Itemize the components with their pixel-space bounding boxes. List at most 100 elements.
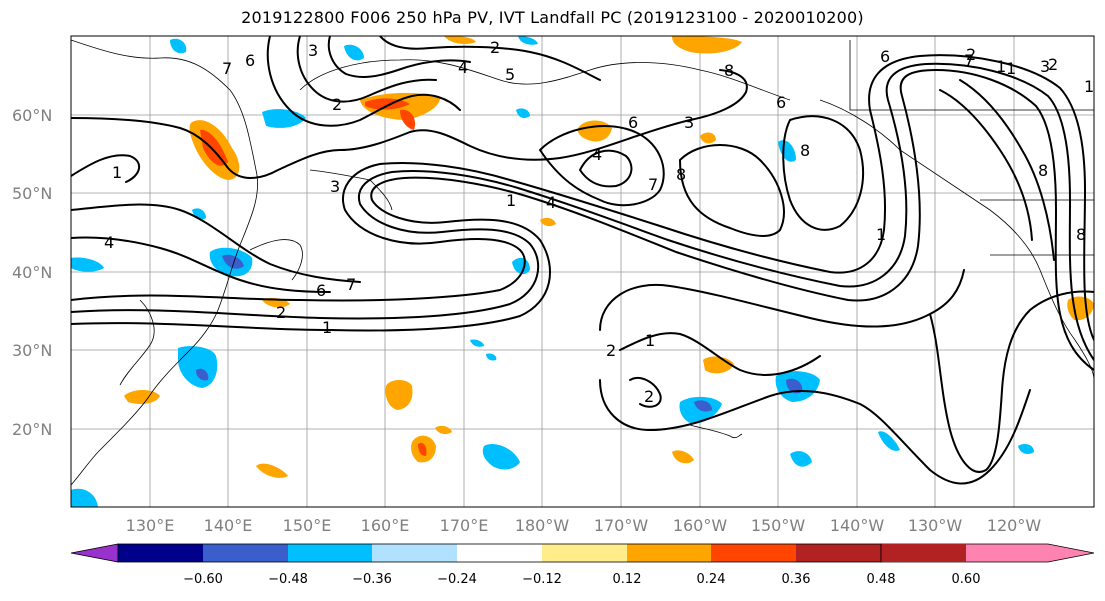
lon-label: 160°W xyxy=(673,516,728,535)
pv-contours xyxy=(71,36,1094,485)
contour-label: 4 xyxy=(592,145,602,164)
contour-label: 7 xyxy=(222,59,232,78)
anomaly-blob xyxy=(71,257,104,272)
anomaly-blob xyxy=(878,431,900,451)
contour-label: 7 xyxy=(648,175,658,194)
anomaly-blob xyxy=(200,129,228,166)
colorbar-segment xyxy=(372,544,457,562)
contour-label: 4 xyxy=(104,233,114,252)
anomaly-blob xyxy=(786,378,803,394)
contour-label: 2 xyxy=(1048,55,1058,74)
colorbar-tick-label: −0.36 xyxy=(352,572,392,587)
contour-label: 1 xyxy=(1006,59,1016,78)
lon-label: 160°E xyxy=(361,516,410,535)
colorbar-segment xyxy=(203,544,288,562)
anomaly-blob xyxy=(700,132,716,144)
contour-label: 6 xyxy=(628,113,638,132)
anomaly-blob xyxy=(790,451,812,467)
colorbar: −0.60 −0.48 −0.36 −0.24 −0.12 0.12 0.24 … xyxy=(70,543,1095,587)
map-frame xyxy=(70,35,1095,508)
anomaly-blob xyxy=(222,254,244,269)
contour-label: 2 xyxy=(332,95,342,114)
contour-label: 4 xyxy=(458,58,468,77)
contour-label: 6 xyxy=(776,93,786,112)
lat-label: 40°N xyxy=(12,263,52,282)
anomaly-blob xyxy=(470,339,484,347)
contour-label: 1 xyxy=(996,57,1006,76)
anomaly-blob xyxy=(1018,444,1034,454)
lon-label: 140°E xyxy=(204,516,253,535)
colorbar-tick-label: −0.12 xyxy=(522,572,562,587)
lat-label: 50°N xyxy=(12,184,52,203)
anomaly-blob xyxy=(344,44,364,61)
anomaly-blob xyxy=(256,463,288,478)
colorbar-segment xyxy=(711,544,796,562)
lat-label: 20°N xyxy=(12,420,52,439)
colorbar-tick-label: 0.12 xyxy=(613,572,642,587)
contour-label: 6 xyxy=(245,51,255,70)
contour-label: 2 xyxy=(490,38,500,57)
anomaly-blob xyxy=(444,36,476,44)
contour-label: 5 xyxy=(505,65,515,84)
latitude-labels: 60°N 50°N 40°N 30°N 20°N xyxy=(12,106,52,439)
lon-label: 170°E xyxy=(440,516,489,535)
contour-label: 2 xyxy=(966,45,976,64)
contour-label: 3 xyxy=(1040,57,1050,76)
anomaly-blob xyxy=(435,425,452,435)
anomaly-blob xyxy=(672,36,742,54)
contour-label: 1 xyxy=(1084,77,1094,96)
colorbar-tick-label: 0.36 xyxy=(782,572,811,587)
anomaly-blob xyxy=(516,108,530,118)
colorbar-tick-label: 0.60 xyxy=(952,572,981,587)
contour-label: 8 xyxy=(800,141,810,160)
colorbar-extend-low xyxy=(70,543,119,563)
anomaly-blob xyxy=(672,450,694,464)
lon-label: 130°W xyxy=(908,516,963,535)
anomaly-blob xyxy=(418,442,427,456)
contour-label: 4 xyxy=(546,193,556,212)
contour-labels: 2 3 4 5 6 7 8 1 2 3 4 6 7 1 4 2 6 8 6 4 … xyxy=(104,38,1094,406)
lon-label: 180°W xyxy=(515,516,570,535)
colorbar-tick-label: −0.60 xyxy=(183,572,223,587)
anomaly-blob xyxy=(71,488,98,507)
lon-label: 170°W xyxy=(594,516,649,535)
longitude-labels: 130°E 140°E 150°E 160°E 170°E 180°W 170°… xyxy=(126,516,1042,535)
contour-label: 8 xyxy=(724,61,734,80)
lon-label: 150°E xyxy=(283,516,332,535)
contour-label: 3 xyxy=(330,177,340,196)
anomaly-blob xyxy=(778,140,796,162)
anomaly-blob xyxy=(518,36,538,45)
contour-label: 1 xyxy=(112,163,122,182)
contour-label: 6 xyxy=(880,47,890,66)
colorbar-tick-label: −0.48 xyxy=(268,572,308,587)
lon-label: 150°W xyxy=(751,516,806,535)
contour-label: 6 xyxy=(316,281,326,300)
contour-label: 3 xyxy=(308,41,318,60)
anomaly-blob xyxy=(385,380,413,410)
colorbar-segment xyxy=(118,544,203,562)
contour-label: 2 xyxy=(276,303,286,322)
colorbar-segment xyxy=(627,544,711,562)
lon-label: 130°E xyxy=(126,516,175,535)
colorbar-tick-label: −0.24 xyxy=(437,572,477,587)
contour-label: 8 xyxy=(1076,225,1086,244)
page-title: 2019122800 F006 250 hPa PV, IVT Landfall… xyxy=(241,8,864,27)
contour-label: 7 xyxy=(964,51,974,70)
contour-label: 1 xyxy=(876,225,886,244)
contour-label: 1 xyxy=(506,191,516,210)
colorbar-segment xyxy=(542,544,627,562)
colorbar-tick-label: 0.24 xyxy=(697,572,726,587)
contour-label: 8 xyxy=(676,165,686,184)
colorbar-segment xyxy=(288,544,372,562)
colorbar-segment xyxy=(796,544,881,562)
anomaly-blob xyxy=(170,38,187,54)
anomaly-blob xyxy=(694,400,712,412)
anomaly-blob xyxy=(400,109,416,130)
anomaly-blob xyxy=(540,217,556,227)
coastlines xyxy=(71,39,1094,486)
colorbar-segment xyxy=(881,544,966,562)
lon-label: 140°W xyxy=(830,516,885,535)
contour-label: 3 xyxy=(684,113,694,132)
contour-label: 1 xyxy=(645,331,655,350)
